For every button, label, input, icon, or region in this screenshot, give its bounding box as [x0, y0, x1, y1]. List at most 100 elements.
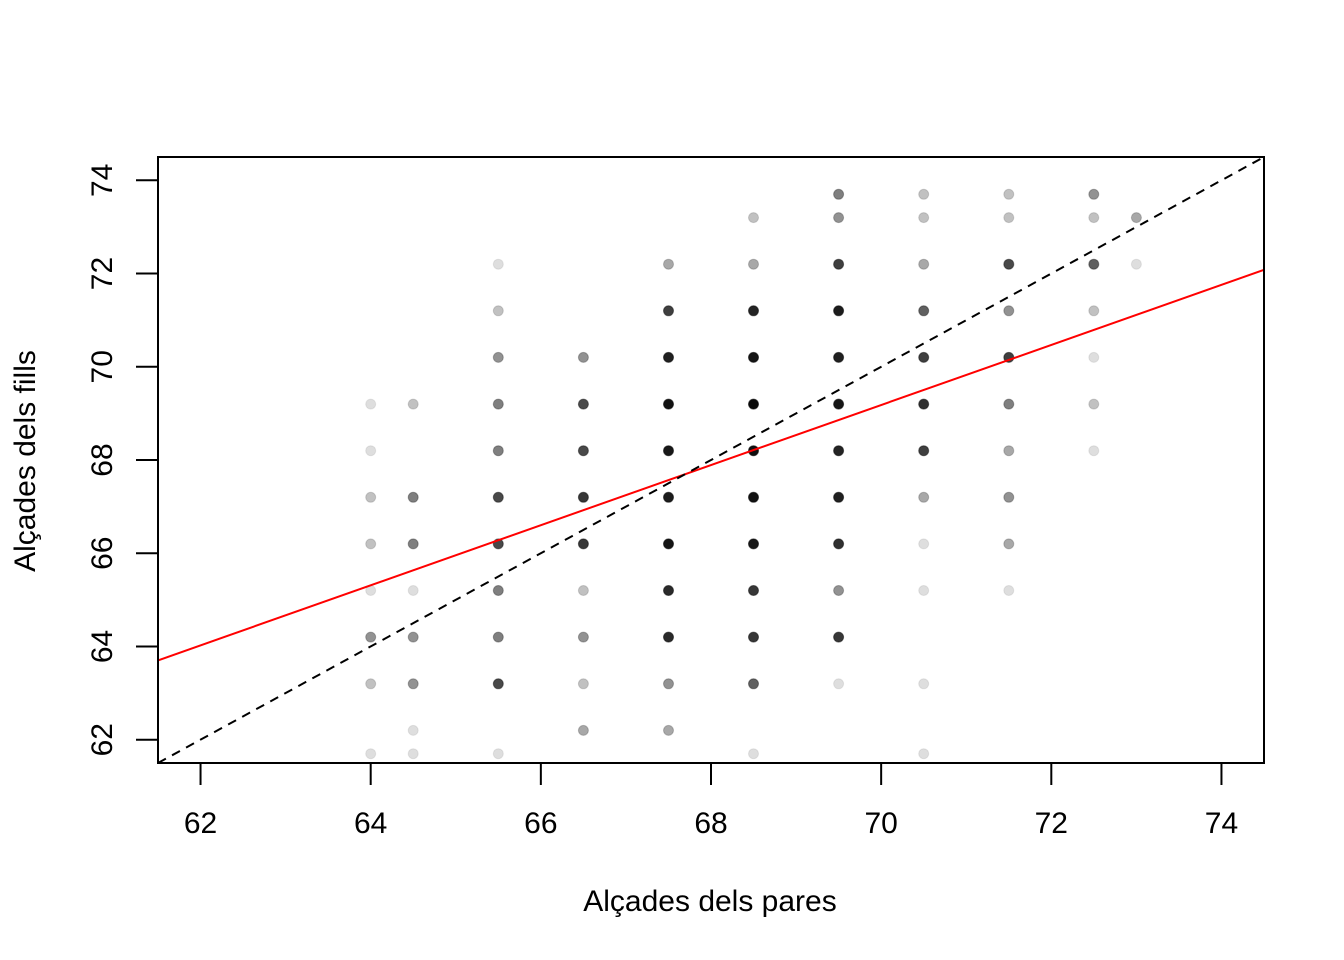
data-point [748, 748, 759, 760]
x-tick-label: 62 [184, 807, 217, 840]
data-point [833, 398, 845, 410]
data-point [833, 305, 845, 317]
data-point [407, 631, 419, 643]
data-point [918, 258, 930, 270]
data-point [1003, 445, 1015, 457]
data-point [748, 678, 759, 690]
data-point [833, 538, 845, 550]
data-point [1130, 212, 1142, 224]
data-point [833, 351, 845, 363]
x-axis-label: Alçades dels pares [583, 885, 836, 918]
data-point [1003, 585, 1015, 596]
y-tick-label: 70 [86, 350, 119, 383]
data-point [918, 748, 930, 760]
x-tick-label: 64 [354, 807, 387, 840]
data-point [1003, 212, 1015, 224]
data-point [492, 678, 504, 690]
data-point [407, 724, 419, 736]
data-point [1003, 188, 1015, 200]
data-point [663, 305, 674, 317]
data-point [918, 212, 930, 224]
points-layer [365, 188, 1142, 760]
data-point [492, 351, 504, 363]
data-point [492, 631, 504, 643]
data-point [748, 491, 759, 503]
data-point [663, 585, 674, 596]
data-point [918, 585, 930, 596]
data-point [577, 398, 589, 410]
data-point [365, 538, 377, 550]
data-point [1088, 212, 1100, 224]
data-point [748, 258, 759, 270]
regression-line [158, 268, 1264, 662]
data-point [407, 585, 419, 596]
data-point [577, 351, 589, 363]
data-point [1003, 258, 1015, 270]
data-point [492, 585, 504, 596]
y-axis-label: Alçades dels fills [9, 350, 42, 572]
y-tick-label: 72 [86, 257, 119, 290]
y-axis: 62 64 66 68 70 72 74 [86, 164, 159, 756]
x-tick-label: 70 [864, 807, 897, 840]
data-point [918, 351, 930, 363]
data-point [833, 188, 845, 200]
x-axis: 62 64 66 68 70 72 74 [184, 762, 1238, 840]
data-point [918, 491, 930, 503]
data-point [407, 398, 419, 410]
data-point [663, 398, 674, 410]
data-point [1130, 258, 1142, 270]
x-tick-label: 68 [694, 807, 727, 840]
data-point [365, 678, 377, 690]
data-point [577, 585, 589, 596]
y-tick-label: 64 [86, 630, 119, 663]
y-tick-label: 66 [86, 537, 119, 570]
data-point [918, 538, 930, 550]
data-point [407, 748, 419, 760]
data-point [748, 305, 759, 317]
data-point [492, 445, 504, 457]
data-point [492, 748, 504, 760]
data-point [918, 188, 930, 200]
data-point [748, 585, 759, 596]
data-point [365, 398, 377, 410]
data-point [492, 491, 504, 503]
data-point [492, 258, 504, 270]
data-point [833, 212, 845, 224]
x-tick-label: 72 [1035, 807, 1068, 840]
data-point [833, 585, 845, 596]
data-point [748, 398, 759, 410]
data-point [577, 724, 589, 736]
data-point [833, 258, 845, 270]
data-point [918, 678, 930, 690]
lines-layer [158, 157, 1264, 763]
data-point [663, 491, 674, 503]
data-point [1003, 491, 1015, 503]
x-tick-label: 74 [1205, 807, 1238, 840]
data-point [492, 398, 504, 410]
data-point [365, 491, 377, 503]
data-point [663, 631, 674, 643]
identity-line [158, 157, 1264, 763]
data-point [577, 538, 589, 550]
y-tick-label: 74 [86, 164, 119, 197]
data-point [1088, 258, 1100, 270]
data-point [577, 445, 589, 457]
data-point [748, 351, 759, 363]
data-point [492, 305, 504, 317]
data-point [833, 491, 845, 503]
data-point [663, 538, 674, 550]
data-point [663, 351, 674, 363]
data-point [833, 678, 845, 690]
data-point [1003, 398, 1015, 410]
data-point [833, 445, 845, 457]
data-point [1003, 305, 1015, 317]
data-point [365, 445, 377, 457]
data-point [1003, 538, 1015, 550]
data-point [1088, 351, 1100, 363]
x-tick-label: 66 [524, 807, 557, 840]
data-point [1088, 445, 1100, 457]
data-point [748, 631, 759, 643]
data-point [663, 724, 674, 736]
data-point [918, 445, 930, 457]
data-point [577, 491, 589, 503]
